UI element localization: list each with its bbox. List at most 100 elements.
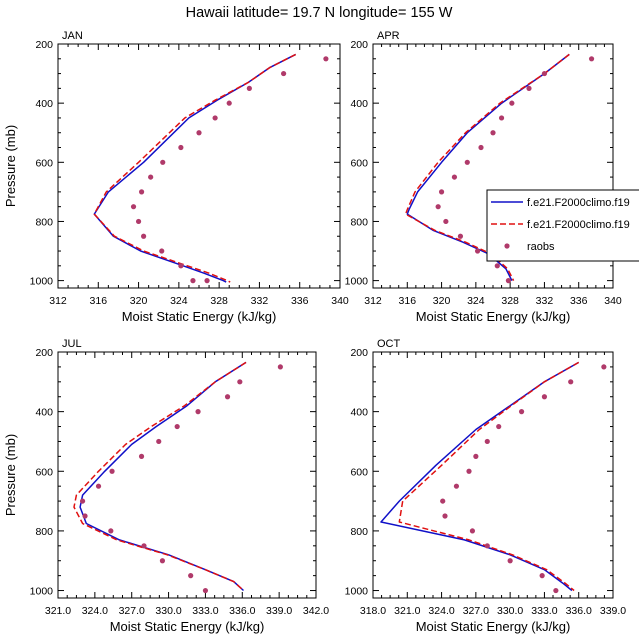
raobs-point bbox=[466, 468, 472, 474]
y-tick-label: 600 bbox=[350, 466, 368, 478]
raobs-point bbox=[553, 587, 559, 594]
series-group bbox=[380, 361, 607, 594]
x-tick-label: 321.0 bbox=[45, 605, 71, 617]
raobs-point bbox=[277, 364, 283, 370]
raobs-point bbox=[539, 573, 545, 579]
panel-jul: 321.0 324.0 327.0 330.0 333.0 336.0 339.0 342.0… bbox=[3, 338, 329, 634]
raobs-point bbox=[156, 438, 162, 445]
x-tick-label: 318.0 bbox=[360, 605, 386, 617]
legend: f.e21.F2000climo.f19 f.e21.F2000climo.f19… bbox=[486, 189, 639, 262]
y-tick-label: 200 bbox=[350, 347, 368, 359]
y-axis-label: Pressure (mb) bbox=[3, 434, 18, 516]
raobs-point bbox=[451, 174, 458, 180]
y-axis-label: Pressure (mb) bbox=[3, 125, 18, 207]
x-axis-label: Moist Static Energy (kJ/kg) bbox=[122, 309, 277, 324]
raobs-point bbox=[95, 483, 102, 489]
raobs-point bbox=[130, 204, 137, 210]
raobs-point bbox=[484, 543, 490, 549]
y-tick-label: 200 bbox=[35, 39, 53, 51]
x-tick-label: 324.0 bbox=[82, 605, 108, 617]
model-line-solid bbox=[79, 361, 247, 592]
y-tick-label: 400 bbox=[35, 98, 53, 110]
raobs-point bbox=[505, 278, 512, 284]
raobs-point bbox=[246, 85, 252, 91]
x-tick-label: 340 bbox=[604, 295, 622, 307]
y-tick-label: 800 bbox=[35, 216, 53, 228]
y-tick-label: 600 bbox=[350, 157, 368, 169]
raobs-point bbox=[138, 453, 145, 459]
raobs-point bbox=[442, 513, 448, 519]
model-line-dashed bbox=[93, 53, 297, 283]
x-tick-label: 316 bbox=[399, 295, 417, 307]
raobs-point bbox=[568, 379, 574, 385]
x-tick-label: 336 bbox=[570, 295, 588, 307]
raobs-point bbox=[457, 233, 464, 239]
panel-title: OCT bbox=[377, 338, 401, 350]
series-group bbox=[73, 361, 283, 594]
y-tick-label: 200 bbox=[350, 39, 368, 51]
y-tick-label: 800 bbox=[35, 526, 53, 538]
x-axis-label: Moist Static Energy (kJ/kg) bbox=[416, 309, 571, 324]
raobs-point bbox=[159, 558, 166, 564]
raobs-point bbox=[438, 189, 445, 195]
model-line-dashed bbox=[73, 361, 247, 592]
x-tick-label: 324.0 bbox=[428, 605, 454, 617]
y-tick-label: 800 bbox=[350, 216, 368, 228]
x-tick-label: 333.0 bbox=[192, 605, 218, 617]
x-tick-label: 324 bbox=[467, 295, 485, 307]
x-tick-label: 330.0 bbox=[155, 605, 181, 617]
legend-marker bbox=[504, 243, 510, 249]
y-tick-label: 200 bbox=[35, 347, 53, 359]
y-tick-label: 1000 bbox=[30, 276, 54, 288]
raobs-point bbox=[601, 364, 607, 370]
y-tick-label: 400 bbox=[350, 407, 368, 419]
x-tick-label: 327.0 bbox=[463, 605, 489, 617]
raobs-point bbox=[141, 543, 147, 549]
raobs-point bbox=[160, 159, 166, 165]
raobs-point bbox=[464, 159, 470, 165]
y-tick-label: 1000 bbox=[345, 276, 369, 288]
raobs-point bbox=[237, 379, 243, 385]
x-axis-label: Moist Static Energy (kJ/kg) bbox=[110, 619, 265, 634]
raobs-point bbox=[141, 233, 147, 239]
raobs-point bbox=[224, 394, 231, 400]
raobs-point bbox=[453, 483, 460, 489]
raobs-point bbox=[541, 394, 548, 400]
model-line-solid bbox=[93, 53, 297, 283]
y-tick-label: 800 bbox=[350, 526, 368, 538]
x-tick-label: 327.0 bbox=[119, 605, 145, 617]
raobs-point bbox=[195, 409, 201, 415]
panels: 312 316 320 324 328 332 336 340 200 400 600 800 1000… bbox=[3, 30, 626, 634]
legend-label: raobs bbox=[527, 241, 555, 253]
raobs-point bbox=[190, 278, 196, 284]
x-tick-label: 332 bbox=[251, 295, 269, 307]
y-tick-label: 400 bbox=[35, 407, 53, 419]
raobs-point bbox=[435, 204, 441, 210]
y-tick-label: 400 bbox=[350, 98, 368, 110]
panel-title: APR bbox=[377, 30, 400, 42]
raobs-point bbox=[148, 174, 154, 180]
raobs-point bbox=[202, 587, 209, 594]
x-tick-label: 316 bbox=[90, 295, 108, 307]
raobs-point bbox=[494, 263, 500, 269]
y-tick-label: 600 bbox=[35, 466, 53, 478]
plot-frame bbox=[57, 351, 317, 599]
y-tick-label: 1000 bbox=[30, 586, 54, 598]
raobs-point bbox=[496, 423, 502, 430]
raobs-point bbox=[178, 144, 184, 151]
series-group bbox=[93, 53, 329, 284]
x-tick-label: 336.0 bbox=[229, 605, 255, 617]
panel-jan: 312 316 320 324 328 332 336 340 200 400 600 800 1000… bbox=[3, 30, 349, 324]
x-tick-label: 312 bbox=[49, 295, 67, 307]
raobs-point bbox=[323, 56, 329, 62]
raobs-point bbox=[509, 100, 515, 106]
x-tick-label: 339.0 bbox=[266, 605, 292, 617]
legend-label: f.e21.F2000climo.f19 bbox=[527, 219, 630, 231]
raobs-point bbox=[541, 70, 548, 77]
x-tick-label: 342.0 bbox=[303, 605, 329, 617]
raobs-point bbox=[490, 130, 496, 136]
model-line-dashed bbox=[398, 361, 580, 592]
x-tick-label: 312 bbox=[364, 295, 382, 307]
raobs-point bbox=[226, 100, 232, 106]
